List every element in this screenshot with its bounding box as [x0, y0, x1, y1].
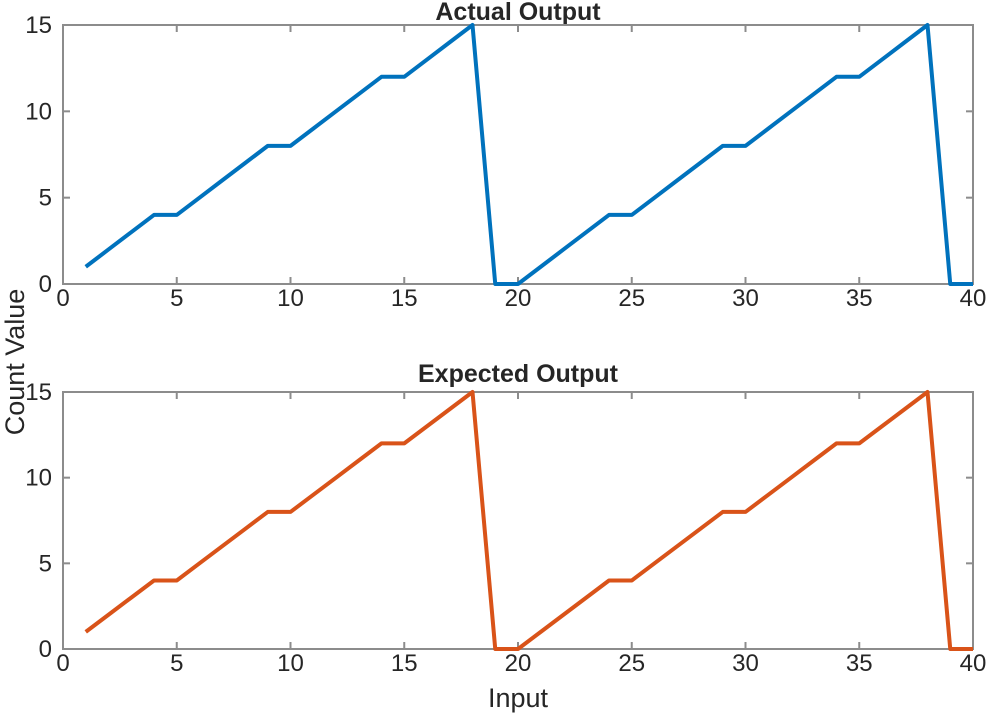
x-tick-label: 40 [960, 650, 986, 677]
subplot-actual-output: 0 5 10 15 20 25 30 35 40 0 5 10 15 [25, 12, 986, 312]
x-tick-label: 20 [505, 650, 532, 677]
y-tick-label: 5 [39, 185, 52, 212]
subplot-expected-output: 0 5 10 15 20 25 30 35 40 0 5 10 15 [25, 379, 986, 677]
axes-box-expected [62, 391, 974, 650]
x-tick-label: 15 [391, 285, 418, 312]
x-tick-label: 40 [960, 285, 986, 312]
x-axis-label: Input [488, 683, 549, 713]
y-axis-label: Count Value [0, 289, 30, 436]
x-tick-label: 15 [391, 650, 418, 677]
data-line-actual [84, 23, 973, 286]
x-tick-label: 25 [618, 285, 645, 312]
subplot2-title: Expected Output [418, 360, 619, 388]
x-tick-label: 0 [56, 285, 69, 312]
x-tick-label: 10 [277, 285, 304, 312]
y-tick-label: 15 [25, 379, 52, 406]
x-tick-label: 0 [56, 650, 69, 677]
x-tick-label: 30 [732, 285, 759, 312]
x-tick-label: 35 [846, 650, 873, 677]
y-tick-label: 15 [25, 12, 52, 39]
x-tick-label: 35 [846, 285, 873, 312]
y-tick-label: 0 [39, 636, 52, 663]
x-tick-label: 5 [170, 650, 183, 677]
y-tick-label: 0 [39, 271, 52, 298]
y-tick-label: 10 [25, 465, 52, 492]
x-tick-label: 30 [732, 650, 759, 677]
axes-box-actual [62, 24, 974, 285]
subplot1-title: Actual Output [435, 0, 601, 26]
x-tick-label: 25 [618, 650, 645, 677]
y-tick-label: 5 [39, 550, 52, 577]
y-tick-label: 10 [25, 98, 52, 125]
x-tick-label: 10 [277, 650, 304, 677]
x-tick-label: 20 [505, 285, 532, 312]
x-tick-label: 5 [170, 285, 183, 312]
data-line-expected [84, 390, 973, 651]
